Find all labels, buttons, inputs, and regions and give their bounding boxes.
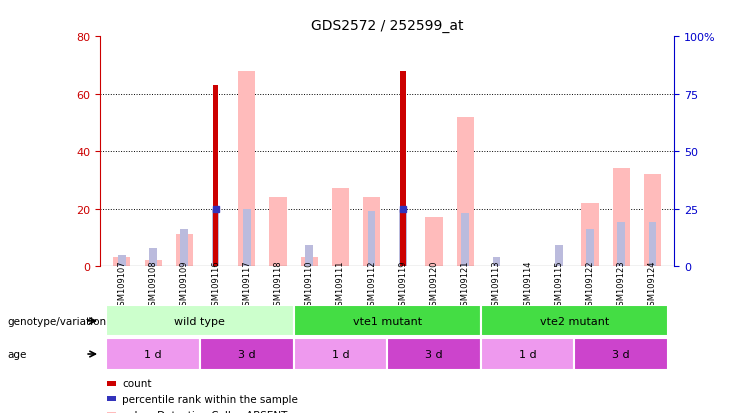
Bar <box>113 258 130 266</box>
Bar <box>106 306 293 337</box>
Text: value, Detection Call = ABSENT: value, Detection Call = ABSENT <box>122 410 288 413</box>
Bar <box>200 339 293 370</box>
Bar <box>481 339 574 370</box>
Text: GSM109107: GSM109107 <box>117 260 127 310</box>
Bar <box>243 209 250 266</box>
Text: GSM109108: GSM109108 <box>149 260 158 310</box>
Bar <box>462 214 469 266</box>
Bar <box>493 257 500 266</box>
Text: GSM109122: GSM109122 <box>585 260 594 310</box>
Bar <box>574 339 668 370</box>
Text: GSM109117: GSM109117 <box>242 260 251 310</box>
Bar <box>388 339 481 370</box>
Bar <box>176 235 193 266</box>
Bar <box>238 71 256 266</box>
Text: 1 d: 1 d <box>331 349 349 359</box>
Bar <box>586 230 594 266</box>
Bar <box>149 248 157 266</box>
Text: GSM109114: GSM109114 <box>523 260 532 310</box>
Bar <box>368 211 376 266</box>
Text: 3 d: 3 d <box>613 349 630 359</box>
Bar <box>106 339 200 370</box>
Text: age: age <box>7 349 27 359</box>
Bar <box>269 198 287 266</box>
Text: GSM109113: GSM109113 <box>492 260 501 310</box>
Text: 1 d: 1 d <box>144 349 162 359</box>
Bar <box>456 117 473 266</box>
Text: GSM109118: GSM109118 <box>273 260 282 310</box>
Text: 3 d: 3 d <box>238 349 256 359</box>
Text: GSM109121: GSM109121 <box>461 260 470 310</box>
Title: GDS2572 / 252599_at: GDS2572 / 252599_at <box>311 19 463 33</box>
Text: GSM109124: GSM109124 <box>648 260 657 310</box>
Text: 1 d: 1 d <box>519 349 536 359</box>
Bar <box>644 175 661 266</box>
Bar <box>425 218 442 266</box>
Bar <box>212 209 219 266</box>
Text: vte1 mutant: vte1 mutant <box>353 316 422 326</box>
Bar <box>305 246 313 266</box>
Bar <box>481 306 668 337</box>
Bar <box>301 258 318 266</box>
Bar <box>400 71 405 266</box>
Bar <box>617 223 625 266</box>
Bar <box>555 246 562 266</box>
Text: wild type: wild type <box>174 316 225 326</box>
Text: GSM109116: GSM109116 <box>211 260 220 310</box>
Text: genotype/variation: genotype/variation <box>7 316 107 326</box>
Text: GSM109110: GSM109110 <box>305 260 313 310</box>
Text: 3 d: 3 d <box>425 349 443 359</box>
Bar <box>293 306 481 337</box>
Text: GSM109123: GSM109123 <box>617 260 625 310</box>
Text: GSM109112: GSM109112 <box>367 260 376 310</box>
Text: vte2 mutant: vte2 mutant <box>539 316 609 326</box>
Bar <box>582 203 599 266</box>
Bar <box>332 189 349 266</box>
Text: GSM109115: GSM109115 <box>554 260 563 310</box>
Bar <box>118 255 126 266</box>
Text: GSM109120: GSM109120 <box>430 260 439 310</box>
Text: GSM109109: GSM109109 <box>180 260 189 310</box>
Bar <box>363 198 380 266</box>
Bar <box>180 230 188 266</box>
Bar <box>648 223 657 266</box>
Bar <box>293 339 388 370</box>
Bar <box>144 261 162 266</box>
Bar <box>613 169 630 266</box>
Bar <box>399 209 407 266</box>
Text: count: count <box>122 378 152 388</box>
Text: percentile rank within the sample: percentile rank within the sample <box>122 394 298 404</box>
Bar <box>213 86 219 266</box>
Text: GSM109119: GSM109119 <box>398 260 408 310</box>
Text: GSM109111: GSM109111 <box>336 260 345 310</box>
